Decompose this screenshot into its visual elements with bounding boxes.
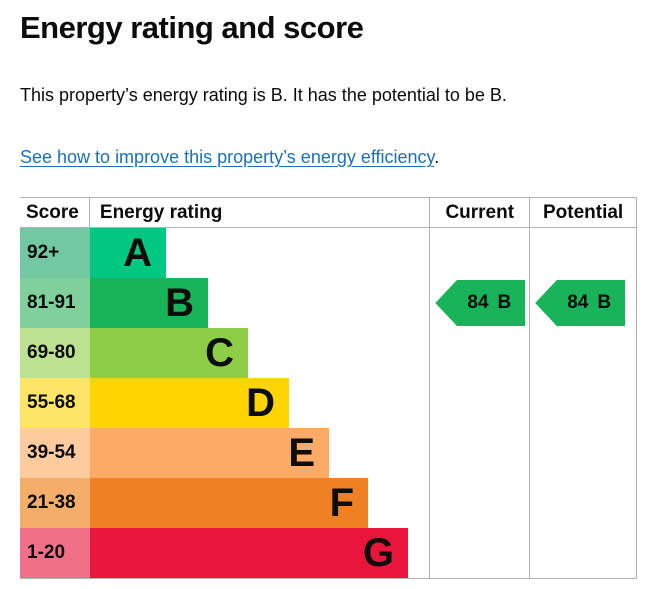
column-header-potential: Potential bbox=[529, 198, 636, 227]
band-letter-g: G bbox=[362, 531, 394, 575]
band-row-b: 81-91 B bbox=[20, 278, 429, 328]
band-row-a: 92+ A bbox=[20, 228, 429, 278]
band-row-c: 69-80 C bbox=[20, 328, 429, 378]
band-row-e: 39-54 E bbox=[20, 428, 429, 478]
band-letter-e: E bbox=[288, 431, 315, 475]
score-range-d: 55-68 bbox=[20, 378, 90, 428]
table-body: 92+ A 81-91 B 69-80 C bbox=[20, 228, 636, 578]
score-range-e: 39-54 bbox=[20, 428, 90, 478]
score-range-f: 21-38 bbox=[20, 478, 90, 528]
band-bar-d: D bbox=[90, 378, 289, 428]
column-header-current: Current bbox=[429, 198, 529, 227]
current-column: 84 B bbox=[429, 228, 529, 578]
column-header-score: Score bbox=[20, 198, 90, 227]
band-bar-g: G bbox=[90, 528, 408, 578]
potential-rating-band: B bbox=[597, 292, 612, 313]
rating-bands: 92+ A 81-91 B 69-80 C bbox=[20, 228, 429, 578]
potential-column: 84 B bbox=[529, 228, 636, 578]
energy-rating-table: Score Energy rating Current Potential 92… bbox=[20, 197, 637, 579]
current-rating-arrow-icon: 84 B bbox=[435, 280, 526, 326]
score-range-g: 1-20 bbox=[20, 528, 90, 578]
band-row-d: 55-68 D bbox=[20, 378, 429, 428]
current-rating-value: 84 bbox=[467, 292, 489, 313]
band-letter-b: B bbox=[165, 281, 194, 325]
band-bar-c: C bbox=[90, 328, 248, 378]
improve-efficiency-link[interactable]: See how to improve this property’s energ… bbox=[20, 147, 435, 167]
score-range-b: 81-91 bbox=[20, 278, 90, 328]
score-range-a: 92+ bbox=[20, 228, 90, 278]
improve-link-line: See how to improve this property’s energ… bbox=[20, 145, 645, 170]
potential-rating-value: 84 bbox=[567, 292, 589, 313]
band-bar-e: E bbox=[90, 428, 329, 478]
band-letter-f: F bbox=[329, 481, 354, 525]
potential-rating-arrow-icon: 84 B bbox=[535, 280, 626, 326]
band-letter-c: C bbox=[205, 331, 234, 375]
band-letter-d: D bbox=[246, 381, 275, 425]
table-header-row: Score Energy rating Current Potential bbox=[20, 198, 636, 228]
page-title: Energy rating and score bbox=[20, 10, 364, 45]
band-bar-a: A bbox=[90, 228, 166, 278]
score-range-c: 69-80 bbox=[20, 328, 90, 378]
link-period: . bbox=[434, 147, 440, 167]
band-bar-b: B bbox=[90, 278, 208, 328]
energy-certificate-page: Energy rating and score This property’s … bbox=[0, 10, 665, 579]
column-header-energy-rating: Energy rating bbox=[99, 202, 223, 223]
band-letter-a: A bbox=[123, 231, 152, 275]
current-rating-band: B bbox=[497, 292, 512, 313]
band-row-g: 1-20 G bbox=[20, 528, 429, 578]
band-row-f: 21-38 F bbox=[20, 478, 429, 528]
band-bar-f: F bbox=[90, 478, 368, 528]
rating-summary-text: This property’s energy rating is B. It h… bbox=[20, 85, 507, 105]
